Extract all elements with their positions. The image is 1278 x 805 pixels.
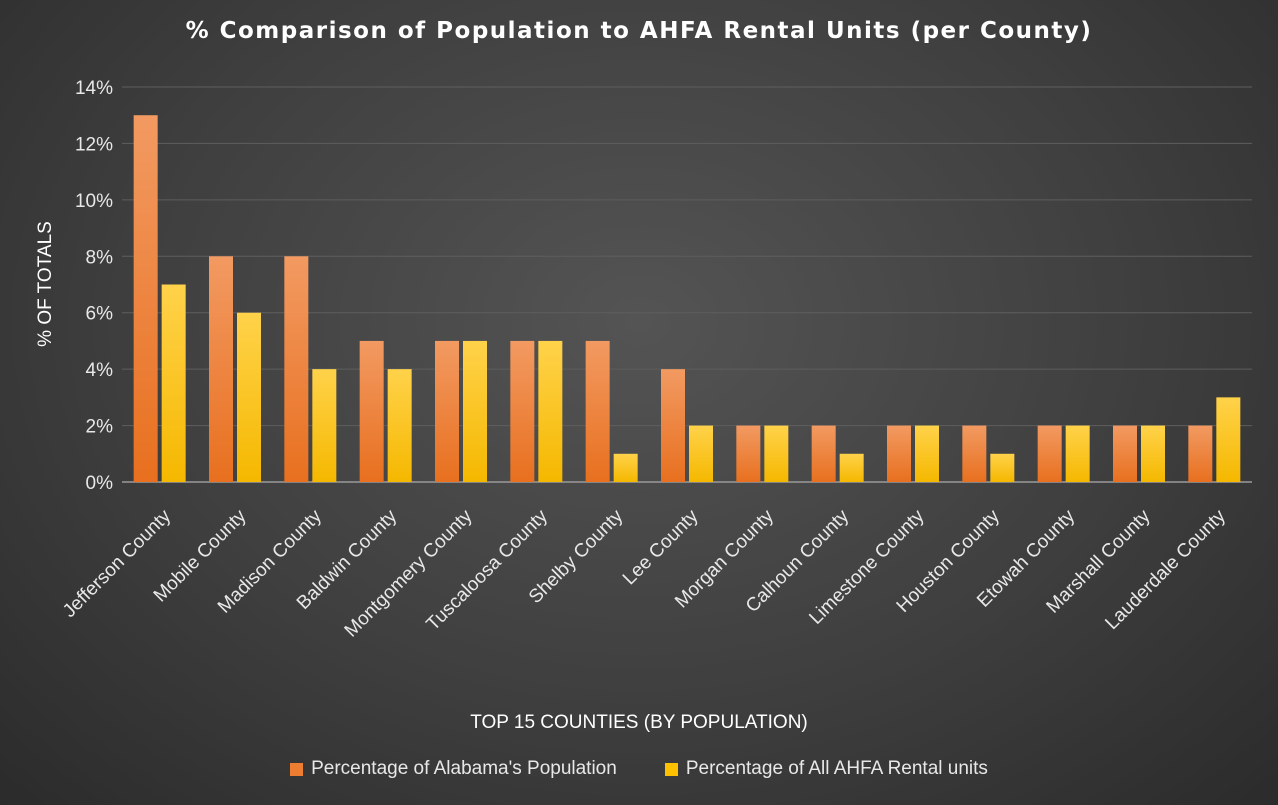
bar-rental-units xyxy=(387,369,412,482)
y-tick-label: 14% xyxy=(75,78,113,99)
bar-population xyxy=(585,340,610,482)
bar-rental-units xyxy=(915,425,939,482)
gridlines xyxy=(122,86,1252,483)
x-tick-label: Montgomery County xyxy=(341,505,477,641)
bar-rental-units xyxy=(1216,397,1241,482)
bar-rental-units xyxy=(839,453,864,482)
bar-population xyxy=(887,425,911,482)
bar-population xyxy=(435,340,459,482)
y-tick-label: 6% xyxy=(86,304,114,325)
legend-swatch-population xyxy=(290,762,304,776)
y-tick-label: 10% xyxy=(75,191,113,212)
legend-item-rental-units: Percentage of All AHFA Rental units xyxy=(664,758,988,780)
bar-population xyxy=(661,369,685,482)
bar-population xyxy=(1037,425,1062,482)
bar-population xyxy=(1188,425,1213,482)
bar-population xyxy=(209,256,233,482)
bar-population xyxy=(284,256,309,482)
y-tick-label: 12% xyxy=(75,134,113,155)
chart-title: % Comparison of Population to AHFA Renta… xyxy=(185,18,1093,44)
y-tick-label: 2% xyxy=(86,417,114,438)
y-tick-label: 8% xyxy=(86,247,114,268)
bar-population xyxy=(1113,425,1137,482)
bar-population xyxy=(359,340,384,482)
bar-rental-units xyxy=(1141,425,1165,482)
bar-population xyxy=(133,115,158,482)
y-tick-label: 4% xyxy=(86,360,114,381)
legend-label-population: Percentage of Alabama's Population xyxy=(311,758,617,779)
bar-population xyxy=(811,425,836,482)
x-tick-label: Lee County xyxy=(619,505,703,589)
legend-item-population: Percentage of Alabama's Population xyxy=(290,758,617,780)
bar-rental-units xyxy=(237,312,261,482)
x-tick-label: Jefferson County xyxy=(59,505,176,622)
bar-rental-units xyxy=(463,340,487,482)
x-axis-title: TOP 15 COUNTIES (BY POPULATION) xyxy=(470,712,808,733)
bar-rental-units xyxy=(990,453,1015,482)
bar-rental-units xyxy=(538,340,563,482)
bar-rental-units xyxy=(312,369,337,482)
y-axis-title: % OF TOTALS xyxy=(35,221,56,347)
bar-rental-units xyxy=(1065,425,1090,482)
bar-population xyxy=(736,425,761,482)
legend: Percentage of Alabama's Population Perce… xyxy=(0,758,1278,780)
legend-label-rental-units: Percentage of All AHFA Rental units xyxy=(685,758,988,779)
bar-rental-units xyxy=(764,425,789,482)
bar-population xyxy=(962,425,987,482)
y-tick-label: 0% xyxy=(86,473,114,494)
bar-population xyxy=(510,340,535,482)
y-axis-ticks: 0% 2% 4% 6% 8% 10% 12% 14% xyxy=(75,78,113,494)
bar-rental-units xyxy=(161,284,186,482)
bars xyxy=(133,115,1241,482)
bar-rental-units xyxy=(613,453,638,482)
bar-rental-units xyxy=(689,425,713,482)
legend-swatch-rental-units xyxy=(664,762,678,776)
